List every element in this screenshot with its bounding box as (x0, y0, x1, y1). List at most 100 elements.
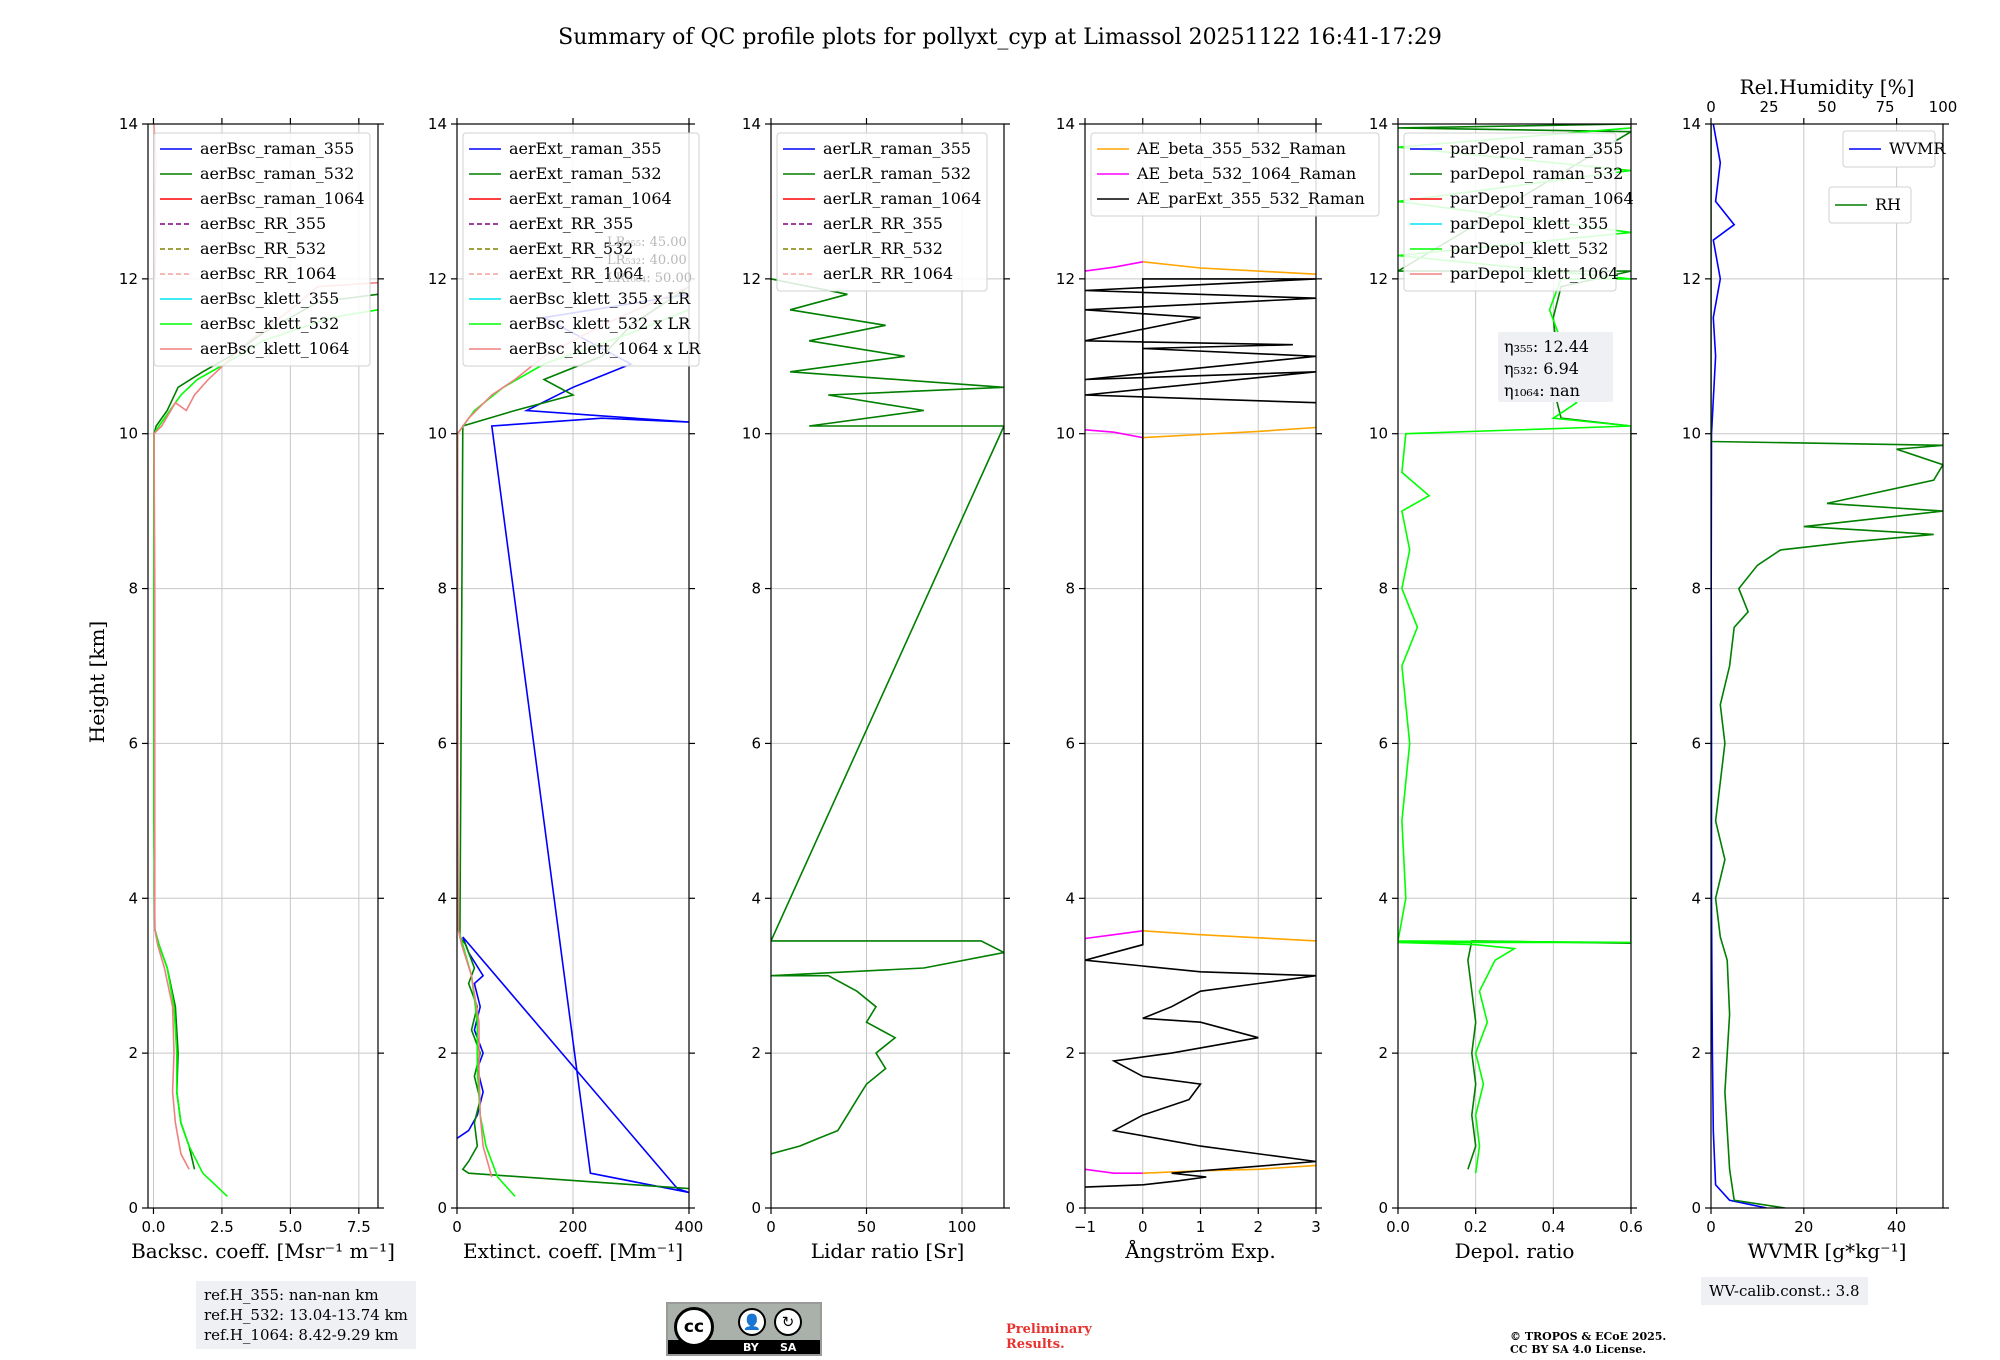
series-aerbsc-raman-532 (153, 293, 378, 1170)
y-tick-label: 6 (1065, 734, 1075, 752)
legend-entry: parDepol_raman_532 (1450, 164, 1623, 183)
y-tick-label: 14 (1056, 115, 1075, 133)
series-aerbsc-klett-532 (153, 309, 378, 1197)
series-ae-beta-355-532-raman-c (1142, 426, 1316, 439)
copyright-note: © TROPOS & ECoE 2025. CC BY SA 4.0 Licen… (1510, 1330, 1666, 1356)
x-tick-label: −1 (1074, 1218, 1096, 1236)
legend-entry: aerBsc_klett_532 (200, 314, 339, 333)
reference-height-box: ref.H_355: nan-nan km ref.H_532: 13.04-1… (196, 1281, 416, 1349)
x-tick-label: 0.6 (1619, 1218, 1643, 1236)
attribution-icon: 👤 (738, 1308, 766, 1336)
legend-box (153, 132, 371, 367)
x-tick-label: 0 (766, 1218, 776, 1236)
ref-height-532: ref.H_532: 13.04-13.74 km (204, 1306, 408, 1324)
y-tick-label: 14 (1369, 115, 1388, 133)
y-tick-label: 4 (128, 889, 138, 907)
legend-entry: aerLR_raman_1064 (823, 189, 981, 208)
x-tick-label: 0.0 (142, 1218, 166, 1236)
legend: aerExt_raman_355 aerExt_raman_532 aerExt_r… (462, 132, 701, 367)
by-label: BY (743, 1341, 759, 1354)
ref-height-355: ref.H_355: nan-nan km (204, 1286, 379, 1304)
legend-entry: aerExt_RR_1064 (509, 264, 644, 283)
y-tick-label: 14 (1682, 115, 1701, 133)
legend: WVMR RH (1828, 130, 1946, 224)
y-tick-label: 2 (1378, 1044, 1388, 1062)
legend-entry: aerBsc_klett_532 x LR (509, 314, 691, 333)
y-tick-label: 10 (1369, 425, 1388, 443)
series-ae-beta-532-1064-raman (1085, 1168, 1143, 1174)
legend-entry: aerBsc_raman_532 (200, 164, 354, 183)
legend-entry: WVMR (1889, 139, 1946, 158)
y-tick-label: 4 (1691, 889, 1701, 907)
panel-wv: 0 20 40 0 2 4 6 8 10 12 14 WVMR [g*kg⁻¹] 0 25 50 75 100 R… (1682, 75, 1957, 1263)
wv-calibration-box: WV-calib.const.: 3.8 (1701, 1277, 1868, 1305)
y-tick-label: 8 (128, 580, 138, 598)
x-axis-label: Depol. ratio (1455, 1239, 1575, 1263)
y-tick-label: 12 (428, 270, 447, 288)
x-tick-label: 7.5 (347, 1218, 371, 1236)
legend-entry: aerExt_raman_532 (509, 164, 662, 183)
y-tick-label: 14 (742, 115, 761, 133)
x-tick-label: 20 (1794, 1218, 1813, 1236)
series-group (457, 285, 689, 1197)
lr-annotation: LR₁₀₆₄: 50.00 (607, 271, 692, 286)
y-tick-label: 4 (1378, 889, 1388, 907)
preliminary-line-1: Preliminary (1006, 1322, 1092, 1337)
y-tick-label: 0 (1691, 1199, 1701, 1217)
y-tick-label: 0 (1378, 1199, 1388, 1217)
x-tick-label: 5.0 (278, 1218, 302, 1236)
y-tick-label: 8 (437, 580, 447, 598)
eta-annotation: η₃₅₅: 12.44 (1504, 337, 1589, 356)
eta-annotation: η₁₀₆₄: nan (1504, 381, 1580, 400)
x-axis-label: Ångström Exp. (1124, 1238, 1275, 1263)
series-ae-beta-532-1064-raman-d (1085, 261, 1143, 272)
y-axis-label: Height [km] (85, 621, 109, 743)
axes-frame (1397, 123, 1632, 1209)
y-tick-label: 2 (1065, 1044, 1075, 1062)
eta-box (1498, 332, 1613, 402)
legend-entry: aerLR_RR_1064 (823, 264, 953, 283)
x-tick-label: 0.4 (1541, 1218, 1565, 1236)
y-tick-label: 2 (128, 1044, 138, 1062)
legend: parDepol_raman_355 parDepol_raman_532 parD… (1403, 132, 1634, 292)
y-tick-label: 14 (119, 115, 138, 133)
axes-frame (1710, 123, 1944, 1209)
top-x-tick-label: 100 (1929, 98, 1958, 116)
series-ae-parext-355-532-raman (1085, 278, 1316, 1188)
x-axis-label: Extinct. coeff. [Mm⁻¹] (463, 1239, 683, 1263)
panel-bsc: 0.0 2.5 5.0 7.5 0 2 4 6 8 10 12 14 Backsc. coeff. [M… (119, 115, 395, 1263)
y-tick-label: 4 (437, 889, 447, 907)
panel-ext: 0 200 400 0 2 4 6 8 10 12 14 Extinct. coeff. [Mm⁻¹]… (428, 115, 703, 1263)
y-tick-label: 8 (1065, 580, 1075, 598)
legend-box (1403, 132, 1617, 292)
legend-entry: parDepol_raman_355 (1450, 139, 1623, 158)
y-tick-label: 0 (437, 1199, 447, 1217)
y-tick-label: 6 (437, 734, 447, 752)
legend-entry: parDepol_raman_1064 (1450, 189, 1634, 208)
top-x-tick-label: 25 (1759, 98, 1778, 116)
sa-label: SA (780, 1341, 797, 1354)
figure-title: Summary of QC profile plots for pollyxt_… (558, 25, 1442, 50)
y-tick-label: 8 (751, 580, 761, 598)
y-tick-label: 2 (437, 1044, 447, 1062)
x-tick-label: 0 (1138, 1218, 1148, 1236)
x-tick-label: 100 (948, 1218, 977, 1236)
series-ae-beta-532-1064-raman-b (1085, 930, 1143, 940)
series-rh (1711, 124, 1943, 1208)
x-tick-label: 2 (1253, 1218, 1263, 1236)
series-ae-beta-532-1064-raman-c (1085, 429, 1143, 439)
legend-entry: aerBsc_raman_355 (200, 139, 354, 158)
legend-entry: parDepol_klett_355 (1450, 214, 1608, 233)
y-tick-label: 6 (1378, 734, 1388, 752)
legend-entry: aerBsc_RR_532 (200, 239, 326, 258)
y-tick-label: 12 (119, 270, 138, 288)
top-axis-label: Rel.Humidity [%] (1740, 75, 1915, 99)
legend-entry: aerExt_raman_355 (509, 139, 662, 158)
y-tick-label: 12 (1369, 270, 1388, 288)
legend-box (1842, 130, 1936, 168)
cc-logo-icon: cc (674, 1307, 714, 1347)
lr-annotation: LR₅₃₂: 40.00 (607, 253, 687, 268)
lr-annotation: LR₃₅₅: 45.00 (607, 235, 687, 250)
legend-entry: aerBsc_RR_1064 (200, 264, 336, 283)
y-tick-label: 14 (428, 115, 447, 133)
